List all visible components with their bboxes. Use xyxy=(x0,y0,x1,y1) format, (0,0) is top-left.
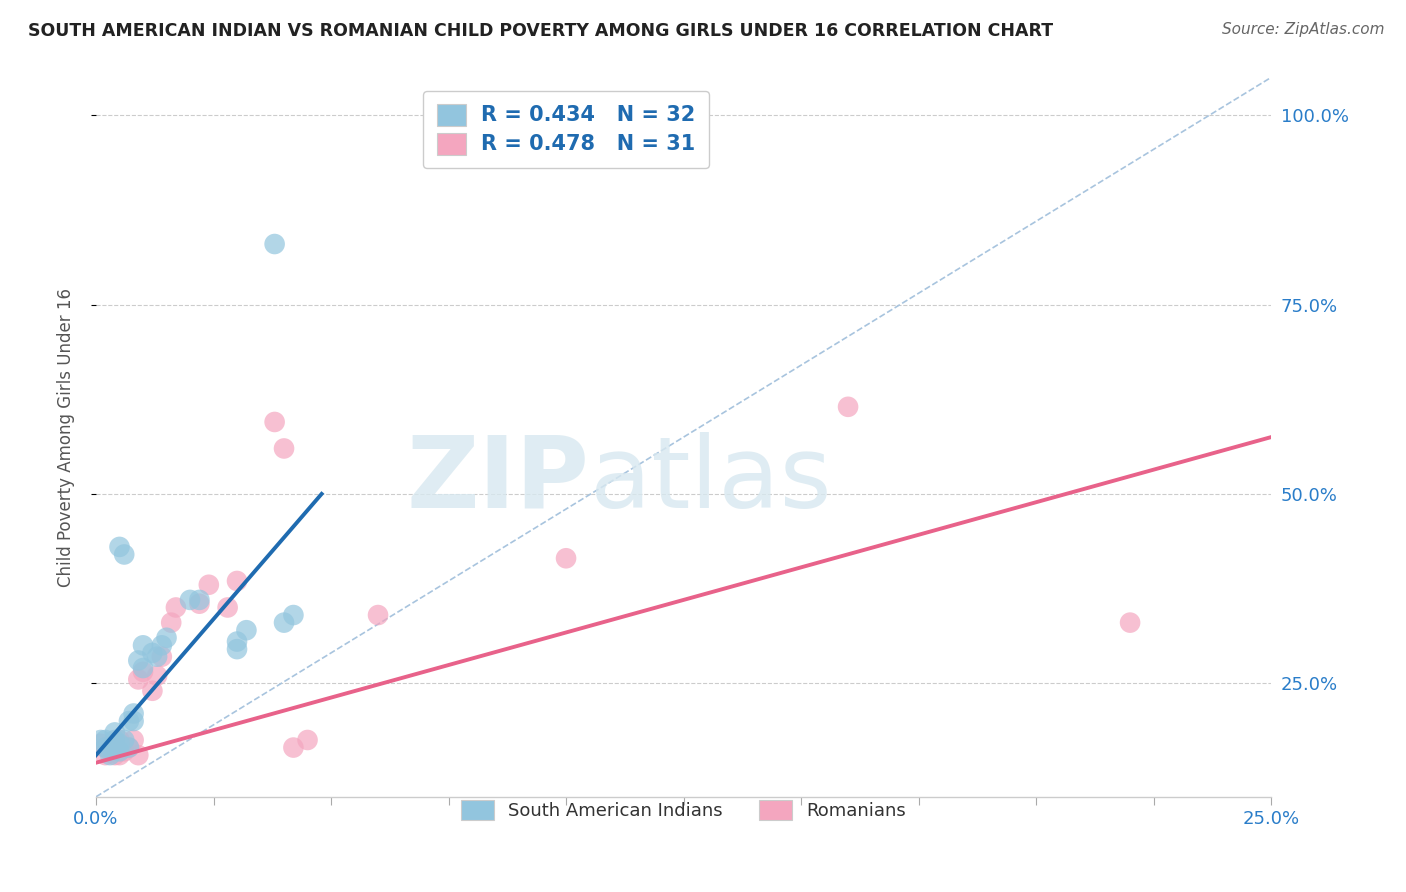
Point xyxy=(150,638,173,652)
Point xyxy=(122,706,145,721)
Point xyxy=(112,744,135,758)
Point xyxy=(273,615,295,630)
Point xyxy=(98,744,121,758)
Point xyxy=(122,733,145,747)
Point xyxy=(104,740,127,755)
Point xyxy=(146,668,169,682)
Point xyxy=(132,665,155,679)
Point xyxy=(188,597,211,611)
Point xyxy=(108,540,131,554)
Point xyxy=(132,661,155,675)
Point xyxy=(226,574,249,588)
Point xyxy=(122,714,145,728)
Point xyxy=(235,624,257,638)
Point xyxy=(217,600,239,615)
Point xyxy=(98,748,121,763)
Point xyxy=(1119,615,1142,630)
Point xyxy=(112,733,135,747)
Legend: South American Indians, Romanians: South American Indians, Romanians xyxy=(447,786,920,835)
Point xyxy=(104,748,127,763)
Point xyxy=(94,748,117,763)
Text: Source: ZipAtlas.com: Source: ZipAtlas.com xyxy=(1222,22,1385,37)
Point xyxy=(108,744,131,758)
Point xyxy=(108,748,131,763)
Point xyxy=(141,683,163,698)
Point xyxy=(179,593,201,607)
Text: SOUTH AMERICAN INDIAN VS ROMANIAN CHILD POVERTY AMONG GIRLS UNDER 16 CORRELATION: SOUTH AMERICAN INDIAN VS ROMANIAN CHILD … xyxy=(28,22,1053,40)
Point xyxy=(141,646,163,660)
Point xyxy=(165,600,187,615)
Point xyxy=(108,733,131,747)
Point xyxy=(150,649,173,664)
Point xyxy=(94,740,117,755)
Point xyxy=(127,748,149,763)
Point xyxy=(132,638,155,652)
Point xyxy=(263,237,285,252)
Point xyxy=(127,653,149,667)
Point xyxy=(118,740,141,755)
Point xyxy=(94,733,117,747)
Point xyxy=(226,642,249,657)
Point xyxy=(104,725,127,739)
Point xyxy=(160,615,183,630)
Point xyxy=(146,649,169,664)
Point xyxy=(90,733,112,747)
Point xyxy=(273,442,295,456)
Point xyxy=(108,737,131,751)
Point xyxy=(104,740,127,755)
Point xyxy=(118,714,141,728)
Point xyxy=(104,733,127,747)
Point xyxy=(98,740,121,755)
Point xyxy=(226,634,249,648)
Point xyxy=(555,551,578,566)
Point xyxy=(837,400,859,414)
Point xyxy=(155,631,177,645)
Point xyxy=(283,608,305,623)
Point xyxy=(283,740,305,755)
Text: atlas: atlas xyxy=(589,432,831,529)
Point xyxy=(198,578,221,592)
Point xyxy=(188,593,211,607)
Text: ZIP: ZIP xyxy=(406,432,589,529)
Point xyxy=(94,740,117,755)
Point xyxy=(367,608,389,623)
Point xyxy=(263,415,285,429)
Point xyxy=(90,737,112,751)
Point xyxy=(112,548,135,562)
Point xyxy=(118,740,141,755)
Point xyxy=(297,733,319,747)
Point xyxy=(127,673,149,687)
Y-axis label: Child Poverty Among Girls Under 16: Child Poverty Among Girls Under 16 xyxy=(58,287,75,587)
